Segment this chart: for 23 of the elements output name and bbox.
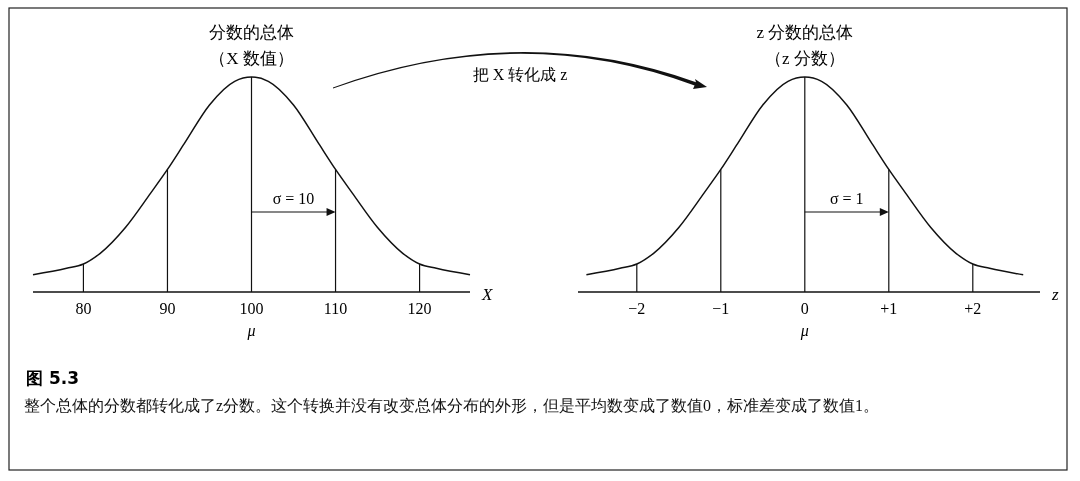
x-tick-label: +1 <box>880 300 898 317</box>
text: 整个总体的分数都转化成了z分数。这个转换并没有改变总体分布的外形，但是平均数变成了数值0，标准差变成了数值1。 <box>24 396 881 416</box>
x-tick-label: 120 <box>407 300 432 317</box>
annotation: σ = 10 <box>272 190 315 207</box>
annotation: σ = 1 <box>829 190 864 207</box>
x-tick-label: 100 <box>239 300 264 317</box>
x-tick-label: +2 <box>964 300 982 317</box>
x-axis-title: z <box>1051 285 1059 304</box>
x-tick-label: 90 <box>159 300 176 317</box>
x-tick-label: 80 <box>75 300 92 317</box>
x-tick-label: −1 <box>712 300 730 317</box>
x-axis-title: X <box>481 285 493 304</box>
text: 图 5.3 <box>26 368 80 388</box>
chart-subtitle: （z 分数） <box>764 49 845 68</box>
text: μ <box>246 322 256 340</box>
x-tick-label: 110 <box>323 300 348 317</box>
chart-title: 分数的总体 <box>209 23 294 42</box>
text: 把 X 转化成 z <box>472 66 568 83</box>
text: μ <box>799 322 809 340</box>
x-tick-label: −2 <box>628 300 646 317</box>
x-tick-label: 0 <box>800 300 809 317</box>
chart-title: z 分数的总体 <box>756 23 854 42</box>
chart-subtitle: （X 数值） <box>209 49 294 68</box>
